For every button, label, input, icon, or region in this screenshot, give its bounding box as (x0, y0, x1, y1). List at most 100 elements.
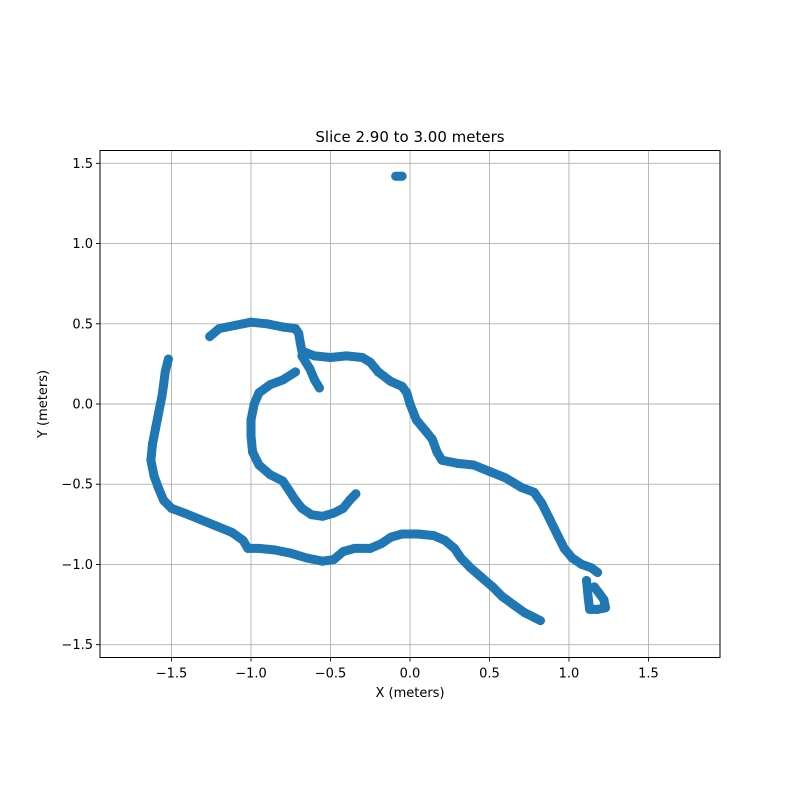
data-point (254, 460, 264, 470)
data-point (246, 431, 256, 441)
data-point (427, 434, 437, 444)
data-point (456, 553, 466, 563)
data-point (440, 535, 450, 545)
data-point (278, 476, 288, 486)
data-point (227, 527, 237, 537)
data-point (585, 604, 595, 614)
data-point (306, 510, 316, 520)
y-tick-label: 0.5 (72, 317, 93, 332)
data-point (262, 319, 272, 329)
data-point (305, 364, 315, 374)
data-point (297, 503, 307, 513)
data-point (599, 595, 609, 605)
data-point (477, 572, 486, 582)
data-point (246, 317, 256, 327)
data-point (405, 399, 415, 409)
data-point (397, 171, 407, 181)
data-point (151, 423, 161, 433)
data-point (535, 616, 545, 626)
data-point (291, 367, 300, 377)
data-point (453, 458, 463, 468)
data-point (341, 351, 351, 361)
data-point (205, 332, 215, 342)
data-point (248, 447, 258, 457)
data-point (345, 495, 355, 505)
data-point (160, 367, 170, 377)
x-tick-label: 1.0 (559, 667, 580, 682)
data-point (286, 548, 296, 558)
data-point (195, 515, 205, 524)
data-point (318, 556, 328, 566)
data-point (146, 455, 156, 465)
data-point (432, 447, 442, 457)
data-point (265, 380, 275, 390)
data-point (249, 399, 259, 409)
data-point (163, 354, 173, 364)
data-point (429, 531, 439, 541)
data-point (402, 388, 412, 398)
data-point (265, 470, 275, 480)
grid-layer (100, 150, 720, 658)
tick-layer: −1.5 −1.0 −0.5 0.0 0.5 1.0 1.5 −1.5 −1.0 −0.5 0.0 0… (61, 157, 658, 682)
y-tick-label: 1.0 (72, 237, 93, 252)
data-point (157, 391, 167, 401)
data-point (302, 553, 312, 563)
data-point (545, 515, 555, 524)
x-tick-label: 0.0 (400, 667, 421, 682)
y-tick-label: −0.5 (61, 478, 93, 493)
data-point (593, 568, 603, 577)
data-point (508, 600, 518, 610)
data-point (338, 503, 348, 513)
data-point (357, 353, 367, 362)
chart-title: Slice 2.90 to 3.00 meters (315, 128, 504, 146)
data-point (485, 466, 494, 476)
data-point (159, 380, 169, 390)
data-point (154, 407, 164, 417)
data-point (326, 353, 335, 362)
data-point (278, 322, 288, 332)
data-point (529, 487, 539, 497)
data-point (413, 529, 423, 539)
y-tick-label: 1.5 (72, 157, 93, 172)
data-point (254, 388, 264, 398)
data-point (589, 582, 599, 592)
data-point (397, 529, 407, 539)
data-point (516, 482, 526, 492)
data-point (246, 415, 256, 425)
data-point (593, 604, 603, 614)
data-point (376, 539, 386, 549)
y-axis-label: Y (meters) (36, 370, 51, 439)
data-point (601, 603, 610, 613)
data-point (497, 592, 507, 601)
data-point (553, 531, 563, 541)
data-point (318, 511, 328, 521)
data-point (270, 545, 280, 555)
data-point (154, 484, 164, 494)
data-point (469, 460, 479, 470)
data-point (211, 521, 221, 531)
data-point (159, 495, 169, 505)
data-point (386, 377, 396, 386)
data-point (295, 338, 305, 348)
data-point (297, 351, 307, 361)
x-tick-label: 1.5 (638, 667, 659, 682)
x-tick-label: 0.5 (479, 667, 500, 682)
x-tick-label: −0.5 (315, 667, 347, 682)
data-point (291, 495, 300, 505)
data-point (386, 532, 396, 542)
data-point (586, 563, 596, 573)
data-point (465, 563, 475, 573)
data-point (278, 375, 288, 385)
data-point (577, 559, 587, 569)
point-cloud-segment (297, 351, 324, 393)
y-tick-label: −1.0 (61, 558, 93, 573)
data-point (230, 320, 240, 330)
y-tick-label: 0.0 (72, 398, 93, 413)
y-tick-label: −1.5 (61, 638, 93, 653)
data-point (373, 367, 383, 377)
data-point (397, 381, 407, 391)
data-point (437, 455, 447, 465)
data-point (149, 471, 159, 481)
data-point (520, 608, 529, 618)
